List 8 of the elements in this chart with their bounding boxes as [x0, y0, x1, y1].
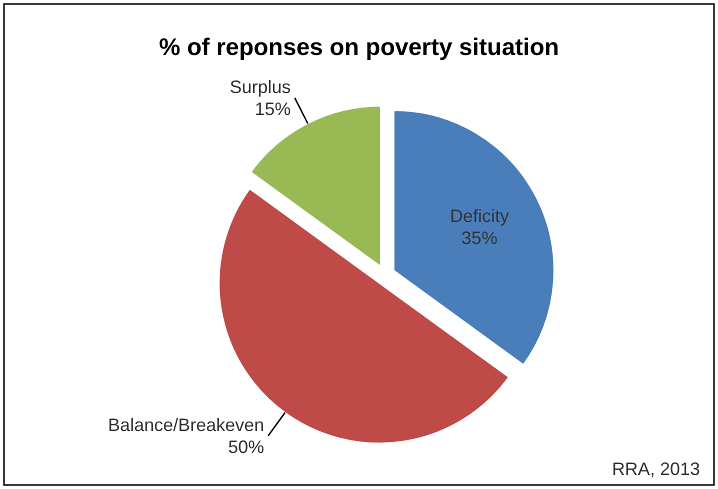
slice-label: Surplus: [230, 76, 291, 97]
slice-label: Balance/Breakeven: [108, 414, 264, 435]
data-label: 50%: [228, 436, 264, 457]
chart-title: % of reponses on poverty situation: [158, 34, 560, 61]
data-label: 35%: [461, 228, 498, 248]
slice-label: Deficity: [450, 206, 509, 226]
data-label: 15%: [254, 98, 291, 119]
text: RRA, 2013: [612, 459, 700, 479]
